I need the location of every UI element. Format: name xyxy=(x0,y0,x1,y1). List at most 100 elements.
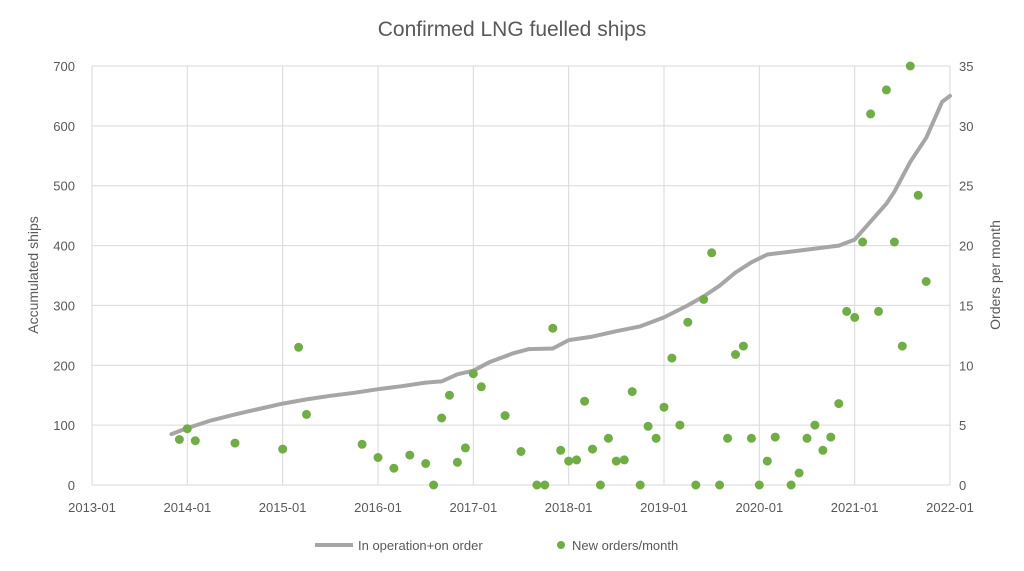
scatter-point xyxy=(445,390,454,400)
y-tick-label: 500 xyxy=(53,179,75,194)
y-tick-label: 700 xyxy=(53,59,75,74)
scatter-point xyxy=(802,433,812,443)
scatter-point xyxy=(762,456,772,466)
scatter-point xyxy=(921,277,931,286)
x-tick-label: 2019-01 xyxy=(640,500,688,515)
scatter-point xyxy=(834,399,844,409)
scatter-point xyxy=(190,436,200,446)
scatter-point xyxy=(643,421,653,431)
scatter-point xyxy=(476,382,486,392)
scatter-point xyxy=(468,369,478,379)
scatter-point xyxy=(635,480,645,490)
legend: In operation+on order New orders/month xyxy=(315,538,678,553)
y2-tick-label: 15 xyxy=(959,298,973,313)
scatter-point xyxy=(516,447,526,456)
legend-label-line: In operation+on order xyxy=(358,538,483,553)
scatter-point xyxy=(850,312,860,322)
scatter-point xyxy=(889,237,899,247)
gridlines xyxy=(91,65,951,486)
scatter-point xyxy=(532,480,542,490)
scatter-point xyxy=(651,433,661,443)
scatter-point xyxy=(230,438,240,448)
scatter-point xyxy=(572,455,582,465)
scatter-point xyxy=(754,480,764,490)
scatter-point xyxy=(437,413,447,423)
scatter-point xyxy=(595,480,605,490)
scatter-point xyxy=(182,424,192,434)
x-tick-label: 2020-01 xyxy=(735,500,783,515)
y-axis-title: Accumulated ships xyxy=(25,216,41,334)
scatter-point xyxy=(810,420,820,430)
scatter-point xyxy=(564,456,574,466)
scatter-point xyxy=(540,480,550,490)
y2-axis-ticks: 0 5 10 15 20 25 30 35 xyxy=(959,59,973,493)
scatter-point xyxy=(723,433,733,443)
scatter-point xyxy=(611,456,621,466)
y-tick-label: 0 xyxy=(68,478,75,493)
x-tick-label: 2021-01 xyxy=(831,500,879,515)
x-tick-label: 2017-01 xyxy=(449,500,497,515)
scatter-point xyxy=(580,396,590,406)
y-tick-label: 200 xyxy=(53,358,75,373)
scatter-point xyxy=(707,248,717,258)
y-tick-label: 100 xyxy=(53,418,75,433)
scatter-point xyxy=(874,306,883,316)
y2-tick-label: 0 xyxy=(959,478,966,493)
y2-tick-label: 25 xyxy=(959,179,973,194)
x-tick-label: 2016-01 xyxy=(354,500,402,515)
x-tick-label: 2014-01 xyxy=(163,500,211,515)
series-scatter-group xyxy=(174,61,931,490)
x-axis-ticks: 2013-01 2014-01 2015-01 2016-01 2017-01 2018-… xyxy=(68,500,974,515)
y2-tick-label: 20 xyxy=(959,239,973,254)
y2-tick-label: 30 xyxy=(959,119,973,134)
scatter-point xyxy=(500,411,510,421)
scatter-point xyxy=(683,317,693,327)
scatter-point xyxy=(588,444,597,454)
scatter-point xyxy=(858,237,868,247)
scatter-point xyxy=(373,453,383,462)
y-tick-label: 400 xyxy=(53,239,75,254)
scatter-point xyxy=(659,402,669,412)
scatter-point xyxy=(556,445,566,455)
scatter-point xyxy=(548,323,558,333)
legend-dot-swatch xyxy=(557,541,565,549)
scatter-point xyxy=(174,435,184,444)
x-tick-label: 2013-01 xyxy=(68,500,116,515)
y-tick-label: 600 xyxy=(53,119,75,134)
scatter-point xyxy=(675,420,685,430)
y-axis-ticks: 0 100 200 300 400 500 600 700 xyxy=(53,59,75,493)
scatter-point xyxy=(429,480,439,490)
scatter-point xyxy=(826,432,836,442)
x-tick-label: 2015-01 xyxy=(259,500,307,515)
scatter-point xyxy=(881,85,891,95)
scatter-point xyxy=(715,480,725,490)
scatter-point xyxy=(603,433,613,443)
scatter-point xyxy=(294,342,304,352)
scatter-point xyxy=(897,341,907,351)
scatter-point xyxy=(738,341,748,351)
scatter-point xyxy=(866,109,876,119)
scatter-point xyxy=(818,445,828,455)
scatter-point xyxy=(405,450,415,460)
y-tick-label: 300 xyxy=(53,298,75,313)
series-line-accumulated xyxy=(169,93,952,437)
chart-title: Confirmed LNG fuelled ships xyxy=(378,18,646,41)
x-tick-label: 2018-01 xyxy=(545,500,593,515)
scatter-point xyxy=(619,455,629,465)
scatter-point xyxy=(746,433,756,443)
legend-label-dots: New orders/month xyxy=(572,538,678,553)
x-tick-label: 2022-01 xyxy=(926,500,974,515)
scatter-point xyxy=(627,387,637,397)
scatter-point xyxy=(770,432,780,442)
y2-axis-title: Orders per month xyxy=(987,220,1003,330)
scatter-point xyxy=(357,439,367,449)
series-line-group xyxy=(169,93,952,437)
y2-tick-label: 5 xyxy=(959,418,966,433)
scatter-point xyxy=(905,61,915,71)
scatter-point xyxy=(421,459,431,468)
scatter-point xyxy=(786,480,796,490)
scatter-point xyxy=(842,306,852,316)
scatter-point xyxy=(389,463,399,473)
y2-tick-label: 35 xyxy=(959,59,973,74)
